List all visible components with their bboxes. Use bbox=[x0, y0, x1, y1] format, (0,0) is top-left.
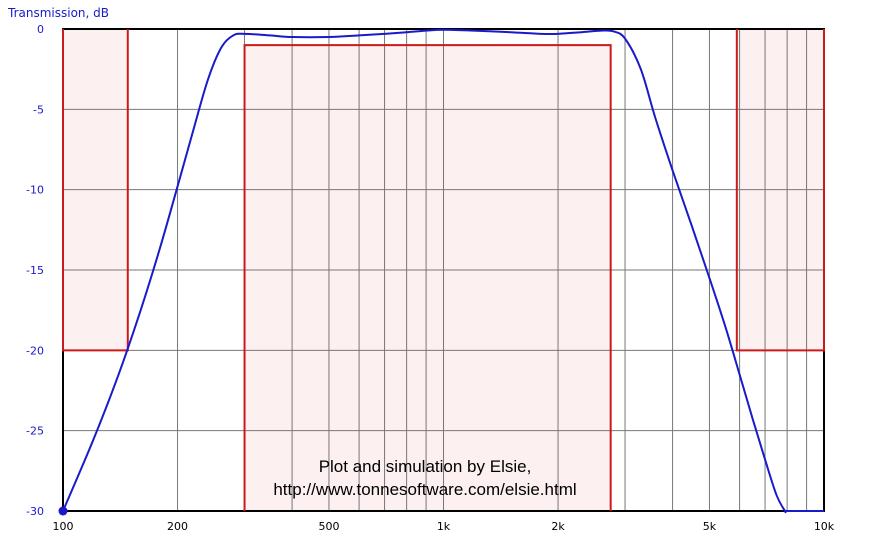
y-tick-label: -10 bbox=[26, 184, 44, 197]
mask-regions bbox=[63, 29, 824, 512]
x-tick-label: 200 bbox=[167, 520, 188, 533]
credit-line-1: Plot and simulation by Elsie, bbox=[319, 457, 532, 476]
y-tick-label: 0 bbox=[37, 23, 44, 36]
curve-start-marker bbox=[58, 506, 68, 516]
credit-line-2: http://www.tonnesoftware.com/elsie.html bbox=[273, 480, 576, 499]
y-tick-label: -30 bbox=[26, 505, 44, 518]
gridlines bbox=[63, 29, 824, 511]
x-tick-label: 2k bbox=[551, 520, 565, 533]
y-tick-label: -20 bbox=[26, 344, 44, 357]
x-tick-label: 100 bbox=[53, 520, 74, 533]
y-tick-label: -25 bbox=[26, 425, 44, 438]
x-tick-label: 500 bbox=[318, 520, 339, 533]
y-tick-label: -15 bbox=[26, 264, 44, 277]
x-tick-label: 1k bbox=[437, 520, 451, 533]
x-tick-label: 10k bbox=[814, 520, 835, 533]
mask-outline bbox=[243, 44, 612, 511]
mask-outlines bbox=[62, 29, 825, 511]
mask-region-fill bbox=[244, 45, 611, 512]
series bbox=[58, 28, 824, 516]
mask-outline bbox=[735, 29, 825, 352]
y-tick-labels: 0 -5 -10 -15 -20 -25 -30 bbox=[26, 23, 44, 518]
y-axis-title: Transmission, dB bbox=[7, 6, 109, 20]
x-tick-labels: 100 200 500 1k 2k 5k 10k bbox=[53, 520, 835, 533]
mask-outline bbox=[62, 29, 129, 352]
transmission-curve bbox=[62, 28, 824, 514]
x-tick-label: 5k bbox=[703, 520, 717, 533]
y-tick-label: -5 bbox=[33, 103, 44, 116]
